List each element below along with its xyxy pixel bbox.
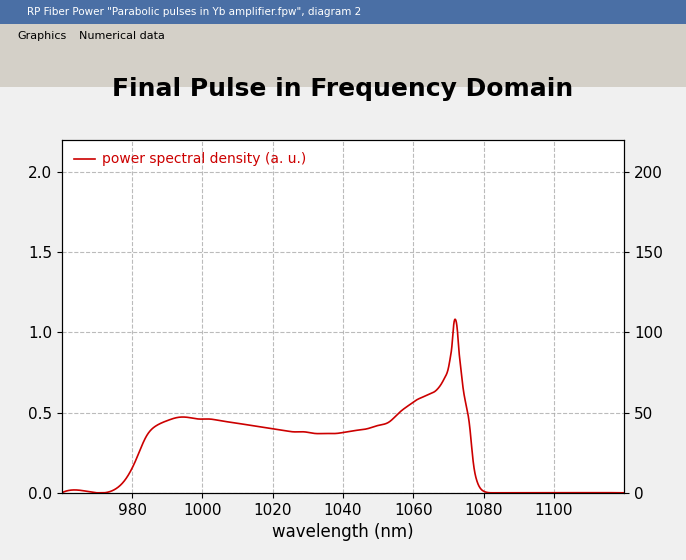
power spectral density (a. u.) <box>638 489 646 496</box>
power spectral density (a. u.) <box>435 384 443 391</box>
power spectral density (a. u.) <box>490 489 499 496</box>
power spectral density (a. u.) <box>405 402 414 408</box>
Text: Final Pulse in Frequency Domain: Final Pulse in Frequency Domain <box>113 77 573 101</box>
Text: Graphics: Graphics <box>17 31 67 41</box>
Text: Numerical data: Numerical data <box>79 31 165 41</box>
power spectral density (a. u.) <box>279 427 287 433</box>
power spectral density (a. u.) <box>58 489 66 496</box>
power spectral density (a. u.) <box>534 489 543 496</box>
FancyBboxPatch shape <box>0 48 686 87</box>
Line: power spectral density (a. u.): power spectral density (a. u.) <box>62 319 642 493</box>
Text: RP Fiber Power "Parabolic pulses in Yb amplifier.fpw", diagram 2: RP Fiber Power "Parabolic pulses in Yb a… <box>27 7 362 17</box>
power spectral density (a. u.) <box>451 316 459 323</box>
FancyBboxPatch shape <box>0 24 686 48</box>
power spectral density (a. u.) <box>163 417 172 424</box>
FancyBboxPatch shape <box>0 0 686 24</box>
X-axis label: wavelength (nm): wavelength (nm) <box>272 523 414 541</box>
Legend: power spectral density (a. u.): power spectral density (a. u.) <box>69 147 312 172</box>
